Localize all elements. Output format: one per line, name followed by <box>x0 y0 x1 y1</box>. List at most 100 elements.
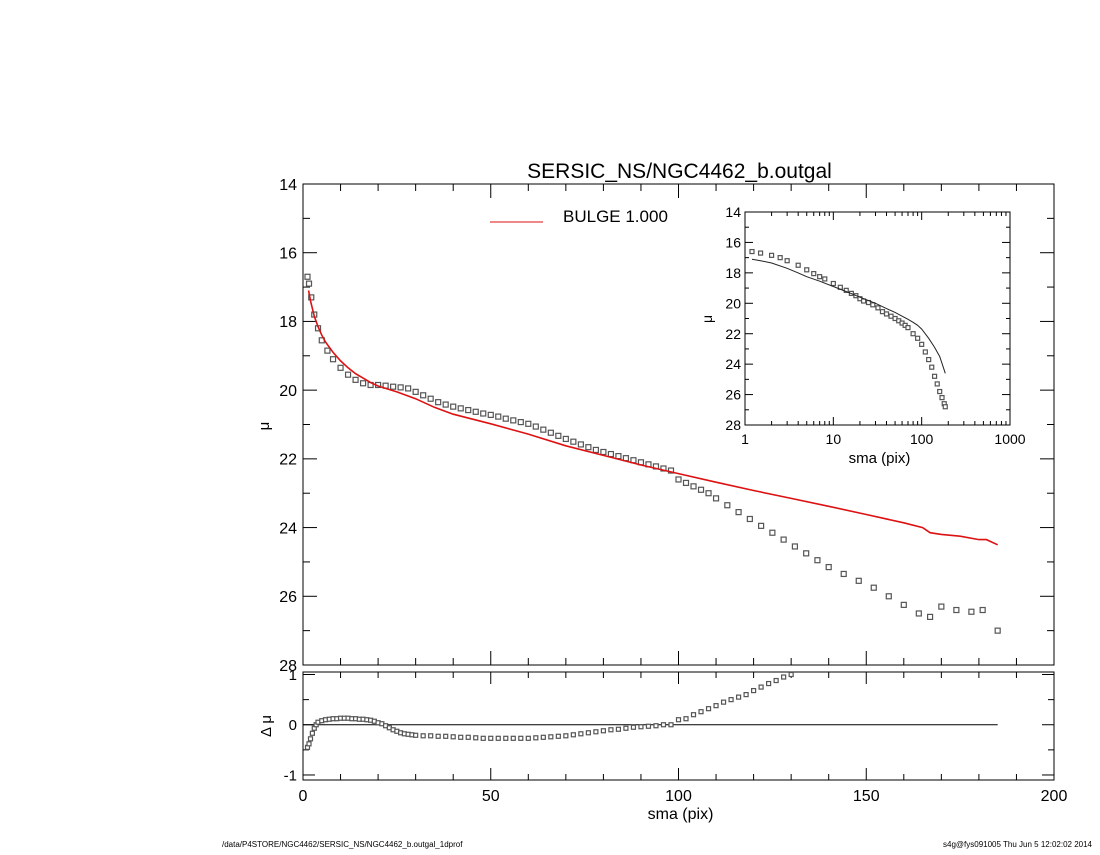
data-point <box>329 356 337 363</box>
main-profile-panel: 14 16 18 20 22 24 26 28 SERSIC_NS/NGC4462_b.outg… <box>256 160 1055 675</box>
data-point <box>337 364 344 371</box>
inset-data-point <box>937 388 943 395</box>
residual-point <box>548 734 554 740</box>
y-tick-label: 18 <box>725 265 741 281</box>
residual-x-axis-label: sma (pix) <box>648 806 714 823</box>
residual-point <box>413 732 419 738</box>
residual-point <box>306 741 312 747</box>
inset-x-axis-label: sma (pix) <box>849 450 911 467</box>
data-point <box>352 376 359 383</box>
x-tick-label: 10 <box>826 431 842 447</box>
data-point <box>412 388 419 395</box>
residual-point <box>450 734 456 740</box>
y-tick-label: -1 <box>284 767 297 784</box>
inset-data-point <box>875 305 881 311</box>
y-tick-label: 16 <box>725 234 741 250</box>
inset-data-point <box>888 313 894 319</box>
residual-point <box>720 699 727 705</box>
data-point <box>525 420 532 427</box>
data-point <box>562 435 569 443</box>
data-point <box>305 280 313 287</box>
y-tick-label: 14 <box>725 204 741 220</box>
x-tick-label: 50 <box>482 788 500 805</box>
inset-data-point <box>919 341 925 347</box>
data-point <box>769 529 776 536</box>
x-tick-label: 1000 <box>994 431 1025 447</box>
residual-point <box>630 724 637 730</box>
x-tick-label: 100 <box>665 788 692 805</box>
data-point <box>994 627 1001 634</box>
residual-point <box>518 735 524 741</box>
x-tick-label: 100 <box>910 431 934 447</box>
data-point <box>814 557 821 564</box>
inset-data-point <box>905 325 911 331</box>
bulge-model-line <box>307 290 999 546</box>
residual-point <box>600 728 607 734</box>
data-point <box>547 429 554 436</box>
data-point <box>344 371 352 378</box>
data-point <box>308 294 315 301</box>
data-point <box>803 550 810 557</box>
data-point <box>968 608 975 615</box>
data-point <box>442 401 449 408</box>
residual-point <box>698 709 704 715</box>
y-tick-label: 0 <box>289 717 297 734</box>
x-tick-label: 150 <box>853 788 880 805</box>
data-point <box>682 479 690 487</box>
legend-label-bulge: BULGE 1.000 <box>563 207 668 226</box>
inset-data-point <box>822 276 828 282</box>
data-point <box>427 395 434 402</box>
data-point <box>405 385 412 392</box>
data-point <box>435 399 442 406</box>
data-point <box>480 410 487 417</box>
residual-point <box>750 687 757 694</box>
residual-point <box>458 734 464 740</box>
residual-point <box>540 734 546 740</box>
main-chart-title: SERSIC_NS/NGC4462_b.outgal <box>527 160 832 183</box>
residual-point <box>435 733 441 739</box>
data-point <box>324 347 331 354</box>
data-point <box>570 438 577 445</box>
residual-point <box>570 732 576 738</box>
y-tick-label: 24 <box>725 356 741 372</box>
y-tick-label: 14 <box>279 177 297 194</box>
y-tick-label: 28 <box>279 658 297 675</box>
residual-point <box>683 716 689 722</box>
data-point <box>953 606 960 614</box>
inset-data-point <box>929 364 935 370</box>
data-point <box>938 603 945 610</box>
data-point <box>510 417 517 424</box>
residual-point <box>563 733 569 739</box>
residual-point <box>488 735 494 741</box>
inset-data-point <box>757 250 764 256</box>
y-tick-label: 22 <box>279 452 297 469</box>
inset-data-point <box>870 302 876 308</box>
inset-data-point <box>784 258 790 264</box>
inset-data-point <box>879 309 886 315</box>
residual-point <box>638 724 644 730</box>
residual-point <box>578 731 584 737</box>
data-point <box>585 444 592 451</box>
residual-point <box>713 703 719 709</box>
residual-point <box>420 733 426 739</box>
data-point <box>746 515 753 523</box>
data-point <box>502 415 509 422</box>
data-point <box>577 441 584 448</box>
data-point <box>926 613 934 621</box>
data-point <box>465 406 472 414</box>
y-tick-label: 20 <box>279 383 297 400</box>
residual-point <box>608 727 614 733</box>
residual-plot-frame <box>302 671 1055 781</box>
data-point <box>780 536 787 543</box>
y-tick-label: 28 <box>725 417 741 433</box>
data-point <box>840 570 847 578</box>
residual-point <box>735 694 742 700</box>
residual-point <box>593 729 599 735</box>
residual-point <box>773 677 779 684</box>
residual-point <box>503 735 509 741</box>
residual-point <box>788 671 794 678</box>
inset-data-point <box>804 267 810 273</box>
y-tick-label: 16 <box>279 245 297 262</box>
y-tick-label: 22 <box>725 326 741 342</box>
inset-data-point <box>926 356 932 363</box>
